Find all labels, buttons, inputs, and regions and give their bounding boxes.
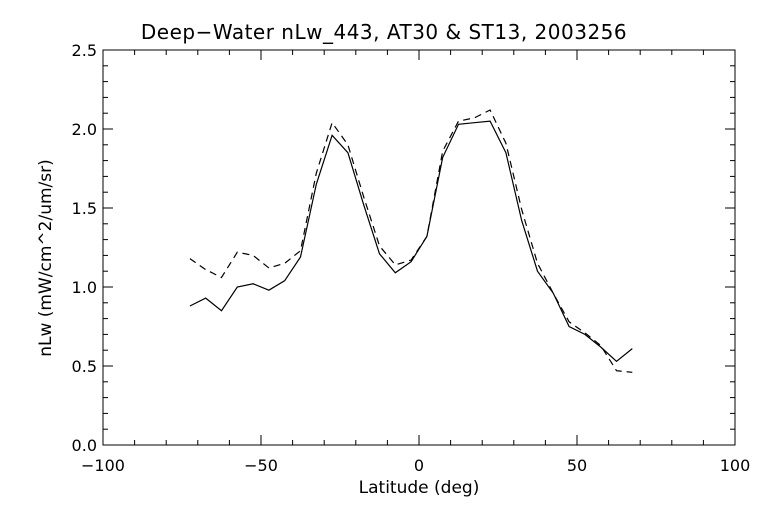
axes: −100 −50 0 50 100 0.0 0.5 1.0 1.5 2.0 2.5: [72, 41, 751, 475]
x-tick-label: −50: [244, 456, 278, 475]
series-group: [189, 109, 633, 373]
y-tick-label: 0.0: [72, 436, 97, 455]
series-line-solid: [189, 120, 633, 363]
y-tick-label: 0.5: [72, 357, 97, 376]
x-tick-label: 50: [567, 456, 587, 475]
y-tick-label: 2.0: [72, 120, 97, 139]
x-tick-label: 100: [720, 456, 751, 475]
x-axis-label: Latitude (deg): [358, 478, 480, 498]
y-tick-label: 1.5: [72, 199, 97, 218]
chart-title: Deep−Water nLw_443, AT30 & ST13, 2003256: [140, 20, 628, 44]
x-tick-label: −100: [81, 456, 125, 475]
y-tick-label: 2.5: [72, 41, 97, 60]
series-line-dashed: [189, 109, 633, 373]
y-tick-label: 1.0: [72, 278, 97, 297]
x-tick-label: 0: [414, 456, 424, 475]
